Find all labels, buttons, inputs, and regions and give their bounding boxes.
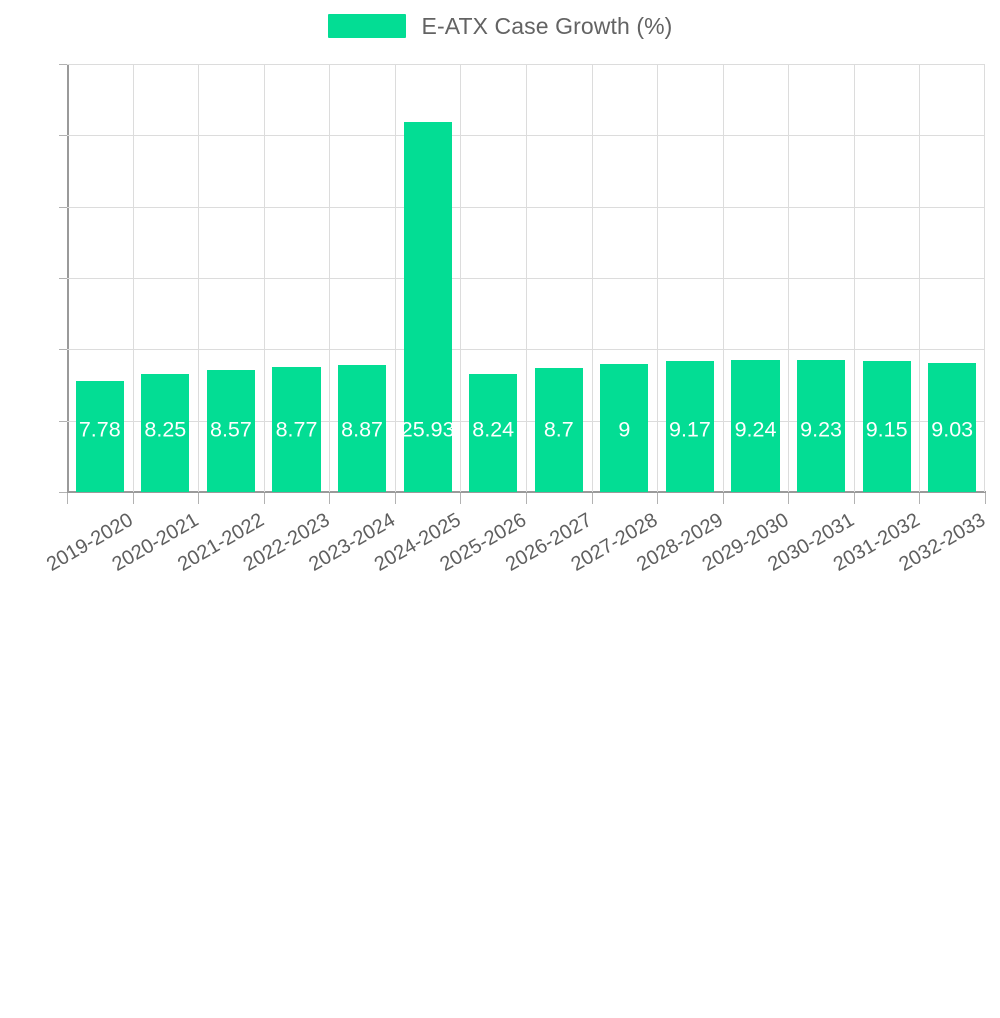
x-axis-tick-mark	[460, 493, 462, 504]
gridline-vertical	[460, 64, 462, 492]
gridline-vertical	[198, 64, 200, 492]
bar-value-label: 7.78	[78, 417, 121, 442]
bar-value-label: 8.7	[543, 417, 574, 442]
bar[interactable]	[862, 361, 911, 492]
x-axis-tick-mark	[722, 493, 724, 504]
bar[interactable]	[534, 367, 583, 492]
x-axis-tick-mark	[853, 493, 855, 504]
bar-value-label: 9.15	[865, 417, 908, 442]
bar-value-label: 8.57	[209, 417, 252, 442]
bar[interactable]	[337, 365, 387, 492]
y-axis-tick-mark	[59, 349, 67, 351]
y-axis-tick-mark	[59, 135, 67, 137]
y-axis-tick-mark	[59, 492, 67, 493]
gridline-vertical	[526, 64, 527, 492]
bar[interactable]	[206, 369, 256, 492]
bar[interactable]	[75, 381, 124, 492]
bar-value-label: 9.17	[668, 417, 711, 442]
bar-value-label: 9.24	[734, 417, 777, 442]
x-axis-tick-mark	[198, 493, 200, 504]
bar[interactable]	[731, 360, 780, 492]
x-axis-tick-mark	[526, 493, 527, 504]
y-axis-tick-mark	[59, 206, 67, 208]
bar-value-label: 8.25	[144, 417, 187, 442]
bar-value-label: 9	[618, 417, 631, 442]
bar-value-label: 8.77	[275, 417, 318, 442]
x-axis-tick-mark	[263, 493, 265, 504]
bar[interactable]	[469, 374, 518, 492]
bar[interactable]	[665, 361, 715, 492]
bar[interactable]	[796, 360, 846, 492]
bar-value-label: 8.87	[341, 417, 383, 442]
x-axis-tick-mark	[657, 493, 659, 504]
x-axis-tick-mark	[919, 493, 921, 504]
y-axis-tick-mark	[59, 64, 67, 65]
legend-item-e-atx-case-growth[interactable]: E-ATX Case Growth (%)	[327, 12, 673, 40]
bar[interactable]	[928, 363, 977, 492]
legend-color-swatch-icon	[327, 14, 406, 38]
gridline-vertical	[788, 64, 790, 492]
chart-legend: E-ATX Case Growth (%)	[0, 0, 1000, 52]
gridline-vertical	[853, 64, 855, 492]
x-axis-tick-mark	[394, 493, 396, 504]
gridline-vertical	[132, 64, 134, 492]
x-axis-tick-mark	[788, 493, 790, 504]
gridline-vertical	[394, 64, 396, 492]
gridline-vertical	[591, 64, 593, 492]
bar[interactable]	[141, 374, 190, 492]
y-axis-tick-mark	[59, 278, 67, 279]
bar-value-label: 9.23	[800, 417, 842, 442]
bar[interactable]	[403, 122, 452, 492]
x-axis-tick-mark	[132, 493, 134, 504]
bar-chart: E-ATX Case Growth (%) 7.78 8.25 8.57 8.77 8.…	[0, 0, 1000, 576]
x-axis-tick-mark	[67, 493, 68, 504]
x-axis-line	[67, 491, 986, 493]
x-axis-tick-mark	[985, 493, 986, 504]
bar-value-label: 25.93	[400, 417, 455, 442]
legend-label: E-ATX Case Growth (%)	[421, 12, 673, 39]
bar[interactable]	[600, 363, 649, 492]
x-axis-tick-mark	[591, 493, 593, 504]
bar-value-label: 9.03	[931, 417, 974, 442]
plot-area: 7.78 8.25 8.57 8.77 8.87 25.93 8.24 8.7 9 9.17 9.2…	[67, 64, 985, 492]
y-axis-tick-mark	[59, 420, 67, 422]
gridline-vertical	[919, 64, 921, 492]
x-axis-tick-mark	[329, 493, 331, 504]
gridline-vertical	[263, 64, 265, 492]
gridline-vertical	[329, 64, 331, 492]
bar[interactable]	[272, 366, 321, 492]
gridline-vertical	[722, 64, 724, 492]
bar-value-label: 8.24	[472, 417, 515, 442]
gridline-vertical	[657, 64, 659, 492]
gridline-vertical	[984, 64, 985, 492]
